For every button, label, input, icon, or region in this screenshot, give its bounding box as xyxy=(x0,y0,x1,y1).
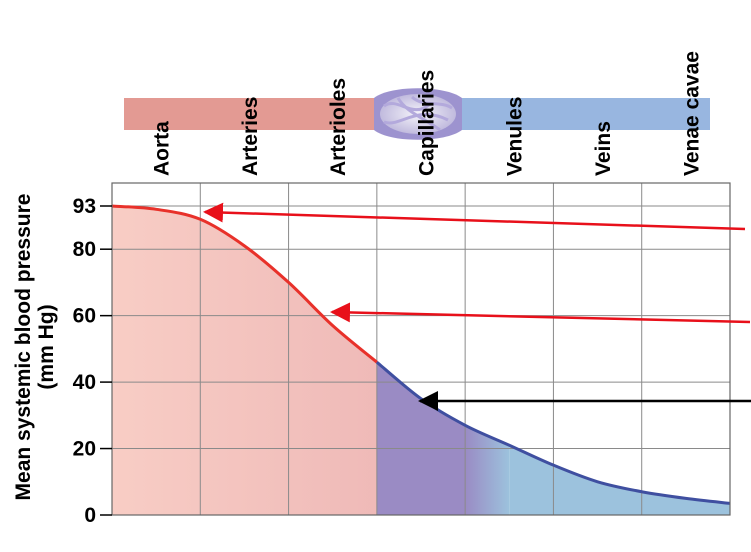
y-tick-93: 93 xyxy=(73,195,96,218)
arterial-pressure-line xyxy=(111,204,378,364)
red-arrow-arteries xyxy=(203,202,746,231)
capillary-vessels-icon xyxy=(383,95,453,132)
vessel-label-arterioles: Arterioles xyxy=(327,78,350,176)
vessel-label-aorta: Aorta xyxy=(151,121,174,176)
venule-transition-area xyxy=(465,206,510,515)
vessel-label-capillaries: Capillaries xyxy=(415,70,438,176)
vein-tube xyxy=(460,98,710,130)
y-axis-units: (mm Hg) xyxy=(35,304,58,389)
y-tick-40: 40 xyxy=(73,371,96,394)
pointer-arrows xyxy=(203,202,751,411)
y-tick-20: 20 xyxy=(73,438,96,461)
chart-grid xyxy=(112,183,730,515)
vessel-label-venae-cavae: Venae cavae xyxy=(680,51,703,176)
capillary-area xyxy=(376,206,466,515)
venous-area xyxy=(509,206,730,515)
arterial-area xyxy=(112,206,377,515)
y-axis-title: Mean systemic blood pressure xyxy=(12,194,35,501)
y-tick-80: 80 xyxy=(73,238,96,261)
vessel-label-venules: Venules xyxy=(504,97,527,176)
vessel-labels: Aorta Arteries Arterioles Capillaries Venule… xyxy=(151,51,704,176)
pressure-area-fills xyxy=(112,206,730,515)
y-tick-labels: 0 20 40 60 80 93 xyxy=(73,195,112,527)
vessel-label-veins: Veins xyxy=(592,121,615,176)
plot-frame xyxy=(111,182,731,516)
y-tick-60: 60 xyxy=(73,305,96,328)
vessel-label-arteries: Arteries xyxy=(239,97,262,176)
artery-tube xyxy=(124,98,380,130)
vessel-tube xyxy=(124,88,710,140)
y-tick-0: 0 xyxy=(84,504,96,527)
red-arrow-arterioles xyxy=(330,302,751,324)
